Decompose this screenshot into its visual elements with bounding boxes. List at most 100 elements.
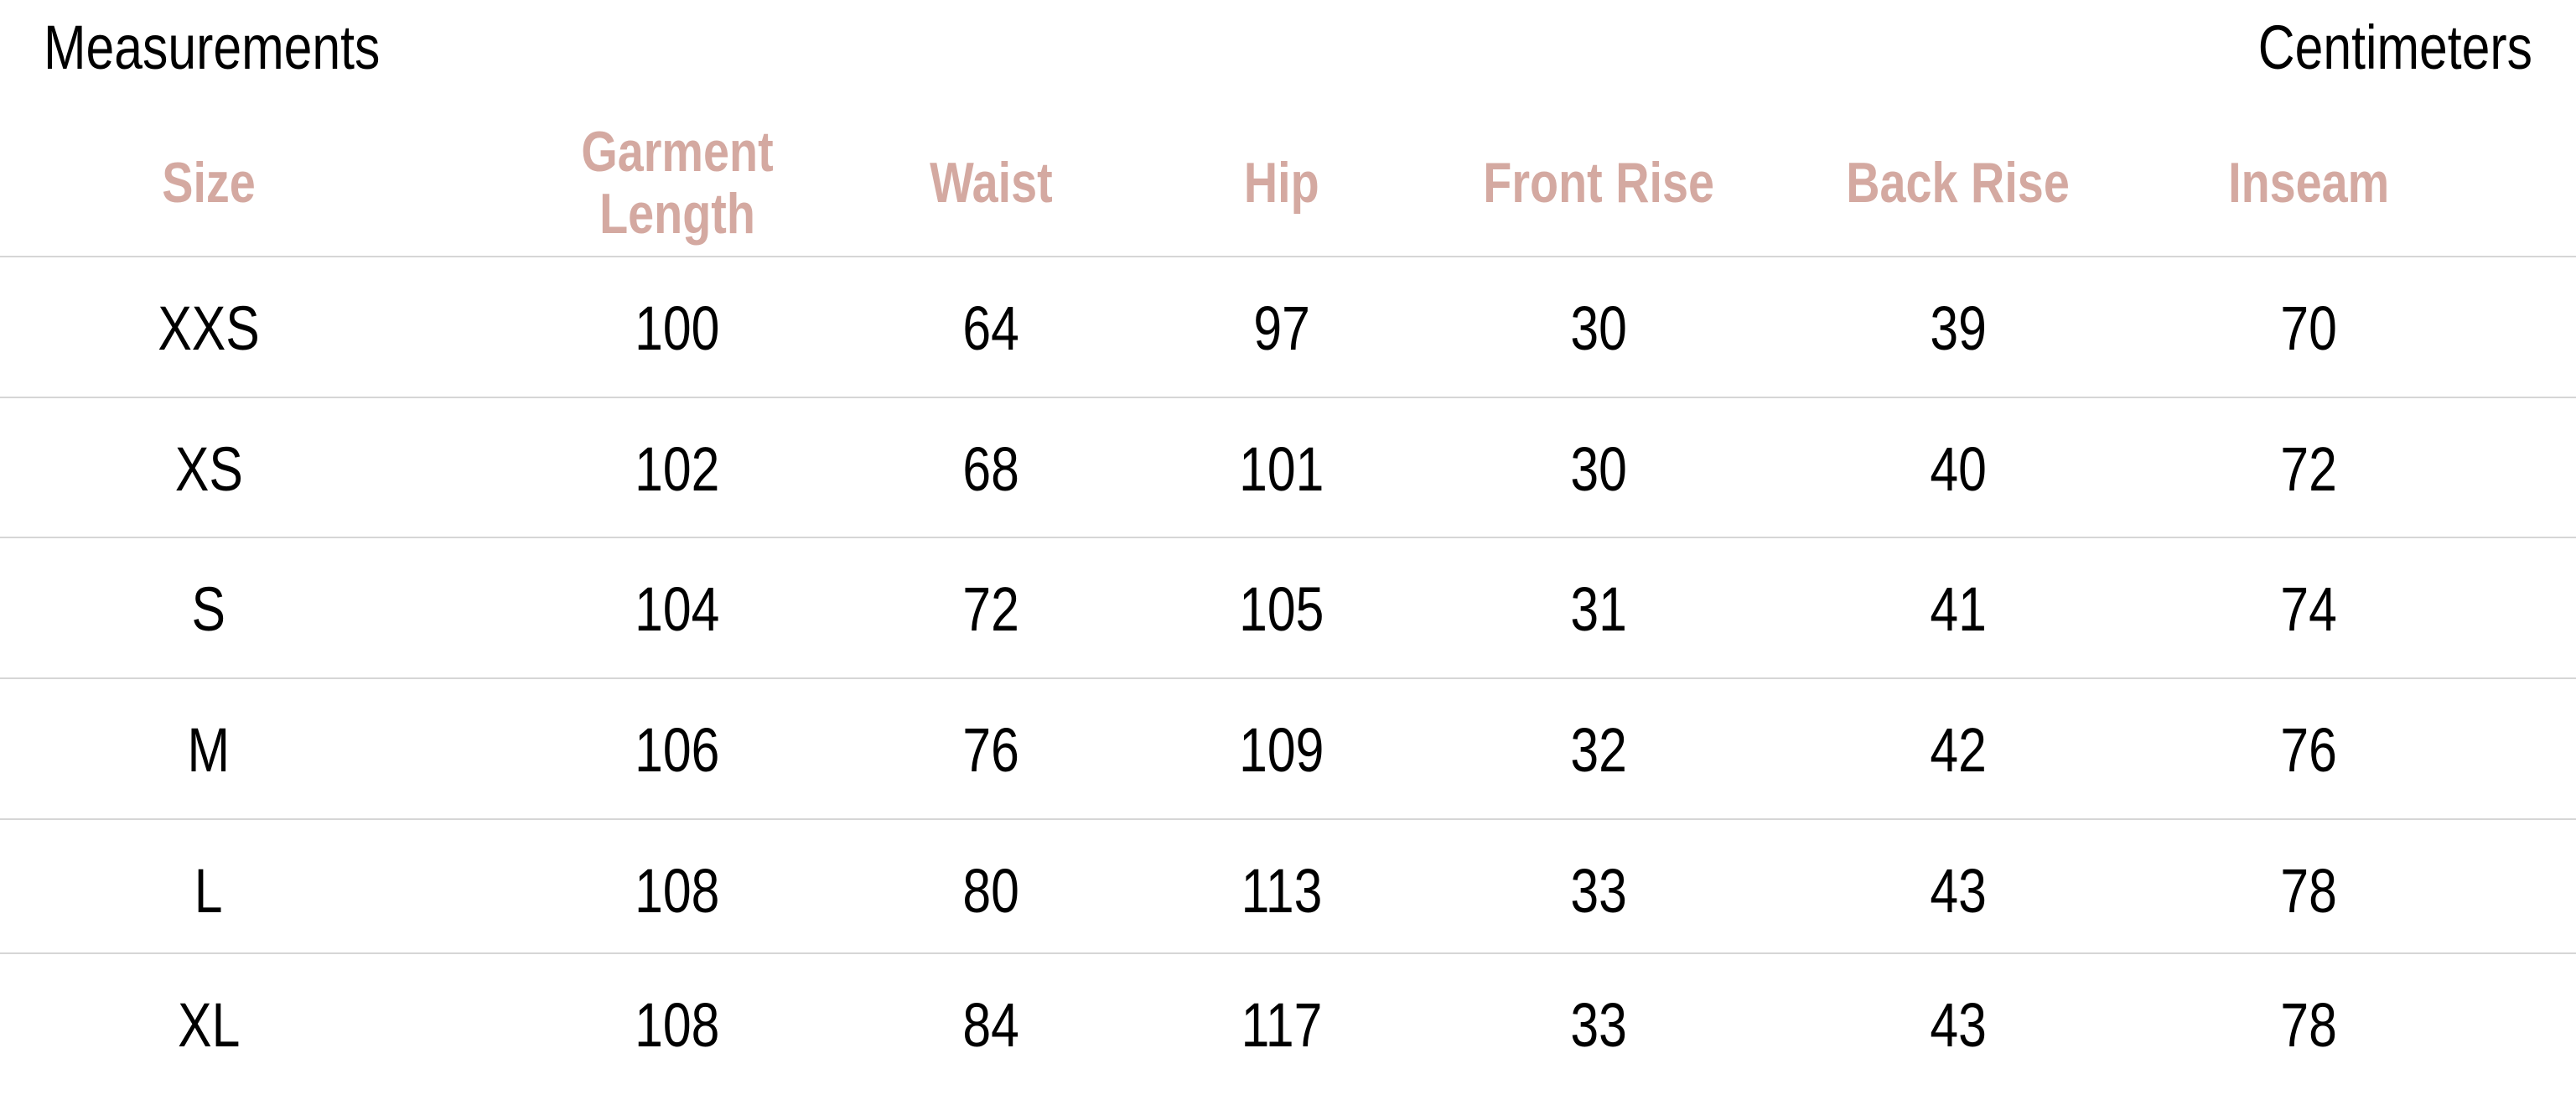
cell-value: 31 (1570, 573, 1627, 644)
table-cell: 101 (1156, 398, 1407, 539)
cell-value: 100 (635, 293, 720, 363)
table-cell: 30 (1473, 398, 1724, 539)
table-row: L 108 80 113 33 43 78 (0, 818, 2576, 961)
cell-value: M (187, 714, 231, 785)
cell-value: 105 (1239, 573, 1324, 644)
cell-value: 40 (1930, 433, 1987, 504)
cell-value: 70 (2280, 293, 2337, 363)
cell-value: 43 (1930, 989, 1987, 1060)
table-cell: 97 (1156, 257, 1407, 398)
table-cell: 109 (1156, 679, 1407, 820)
table-cell: 84 (865, 954, 1117, 1095)
table-row: XL 108 84 117 33 43 78 (0, 952, 2576, 1095)
cell-value: 76 (2280, 714, 2337, 785)
table-cell: M (83, 679, 334, 820)
cell-value: 33 (1570, 989, 1627, 1060)
column-header-size: Size (83, 109, 334, 256)
table-cell: 100 (552, 257, 803, 398)
cell-value: 117 (1241, 989, 1323, 1060)
column-header-waist: Waist (865, 109, 1117, 256)
cell-value: 101 (1239, 433, 1324, 504)
table-cell: 117 (1156, 954, 1407, 1095)
cell-value: 74 (2280, 573, 2337, 644)
table-cell: 102 (552, 398, 803, 539)
cell-value: 80 (962, 855, 1019, 926)
cell-value: 78 (2280, 989, 2337, 1060)
cell-value: 72 (962, 573, 1019, 644)
cell-value: 109 (1239, 714, 1324, 785)
table-cell: 70 (2183, 257, 2434, 398)
cell-value: S (191, 573, 226, 644)
table-cell: 30 (1473, 257, 1724, 398)
cell-value: 30 (1570, 293, 1627, 363)
table-cell: 80 (865, 820, 1117, 961)
cell-value: 104 (635, 573, 720, 644)
column-header-label: Waist (929, 150, 1053, 215)
cell-value: 68 (962, 433, 1019, 504)
table-cell: 106 (552, 679, 803, 820)
table-cell: XXS (83, 257, 334, 398)
column-header-label: Front Rise (1483, 150, 1714, 215)
cell-value: 108 (635, 989, 720, 1060)
cell-value: 72 (2280, 433, 2337, 504)
table-row: S 104 72 105 31 41 74 (0, 537, 2576, 679)
cell-value: L (194, 855, 223, 926)
column-header-hip: Hip (1156, 109, 1407, 256)
cell-value: 84 (962, 989, 1019, 1060)
cell-value: 113 (1241, 855, 1323, 926)
table-cell: 76 (2183, 679, 2434, 820)
column-header-label: Hip (1244, 150, 1319, 215)
table-cell: 72 (2183, 398, 2434, 539)
cell-value: 102 (635, 433, 720, 504)
unit-label: Centimeters (2257, 13, 2532, 82)
column-header-label: Inseam (2227, 150, 2390, 215)
column-header-back-rise: Back Rise (1799, 109, 2117, 256)
table-cell: 42 (1832, 679, 2084, 820)
cell-value: 76 (962, 714, 1019, 785)
table-cell: 40 (1832, 398, 2084, 539)
table-cell: 31 (1473, 538, 1724, 679)
cell-value: 97 (1253, 293, 1310, 363)
column-header-label: Back Rise (1846, 150, 2071, 215)
column-header-label: Garment Length (581, 119, 774, 246)
table-cell: 68 (865, 398, 1117, 539)
cell-value: 33 (1570, 855, 1627, 926)
cell-value: 108 (635, 855, 720, 926)
table-cell: 78 (2183, 820, 2434, 961)
table-cell: 72 (865, 538, 1117, 679)
cell-value: 30 (1570, 433, 1627, 504)
table-cell: 74 (2183, 538, 2434, 679)
cell-value: XS (174, 433, 243, 504)
table-cell: 105 (1156, 538, 1407, 679)
table-row: XS 102 68 101 30 40 72 (0, 397, 2576, 539)
cell-value: 39 (1930, 293, 1987, 363)
table-cell: 108 (552, 820, 803, 961)
table-cell: 64 (865, 257, 1117, 398)
table-cell: 108 (552, 954, 803, 1095)
column-header-garment-length: Garment Length (526, 109, 828, 256)
table-cell: 41 (1832, 538, 2084, 679)
cell-value: 106 (635, 714, 720, 785)
table-title: Measurements (44, 13, 381, 82)
table-row: XXS 100 64 97 30 39 70 (0, 256, 2576, 398)
cell-value: XL (177, 989, 241, 1060)
table-cell: S (83, 538, 334, 679)
table-cell: 113 (1156, 820, 1407, 961)
table-cell: 78 (2183, 954, 2434, 1095)
column-header-label: Size (162, 150, 256, 215)
cell-value: 64 (962, 293, 1019, 363)
cell-value: 41 (1930, 573, 1987, 644)
table-cell: XL (83, 954, 334, 1095)
table-cell: L (83, 820, 334, 961)
table-row: M 106 76 109 32 42 76 (0, 677, 2576, 820)
table-cell: 104 (552, 538, 803, 679)
column-header-inseam: Inseam (2166, 109, 2451, 256)
cell-value: XXS (158, 293, 260, 363)
table-cell: 76 (865, 679, 1117, 820)
table-cell: 43 (1832, 820, 2084, 961)
table-cell: 33 (1473, 954, 1724, 1095)
table-cell: XS (83, 398, 334, 539)
cell-value: 43 (1930, 855, 1987, 926)
table-cell: 32 (1473, 679, 1724, 820)
table-cell: 39 (1832, 257, 2084, 398)
